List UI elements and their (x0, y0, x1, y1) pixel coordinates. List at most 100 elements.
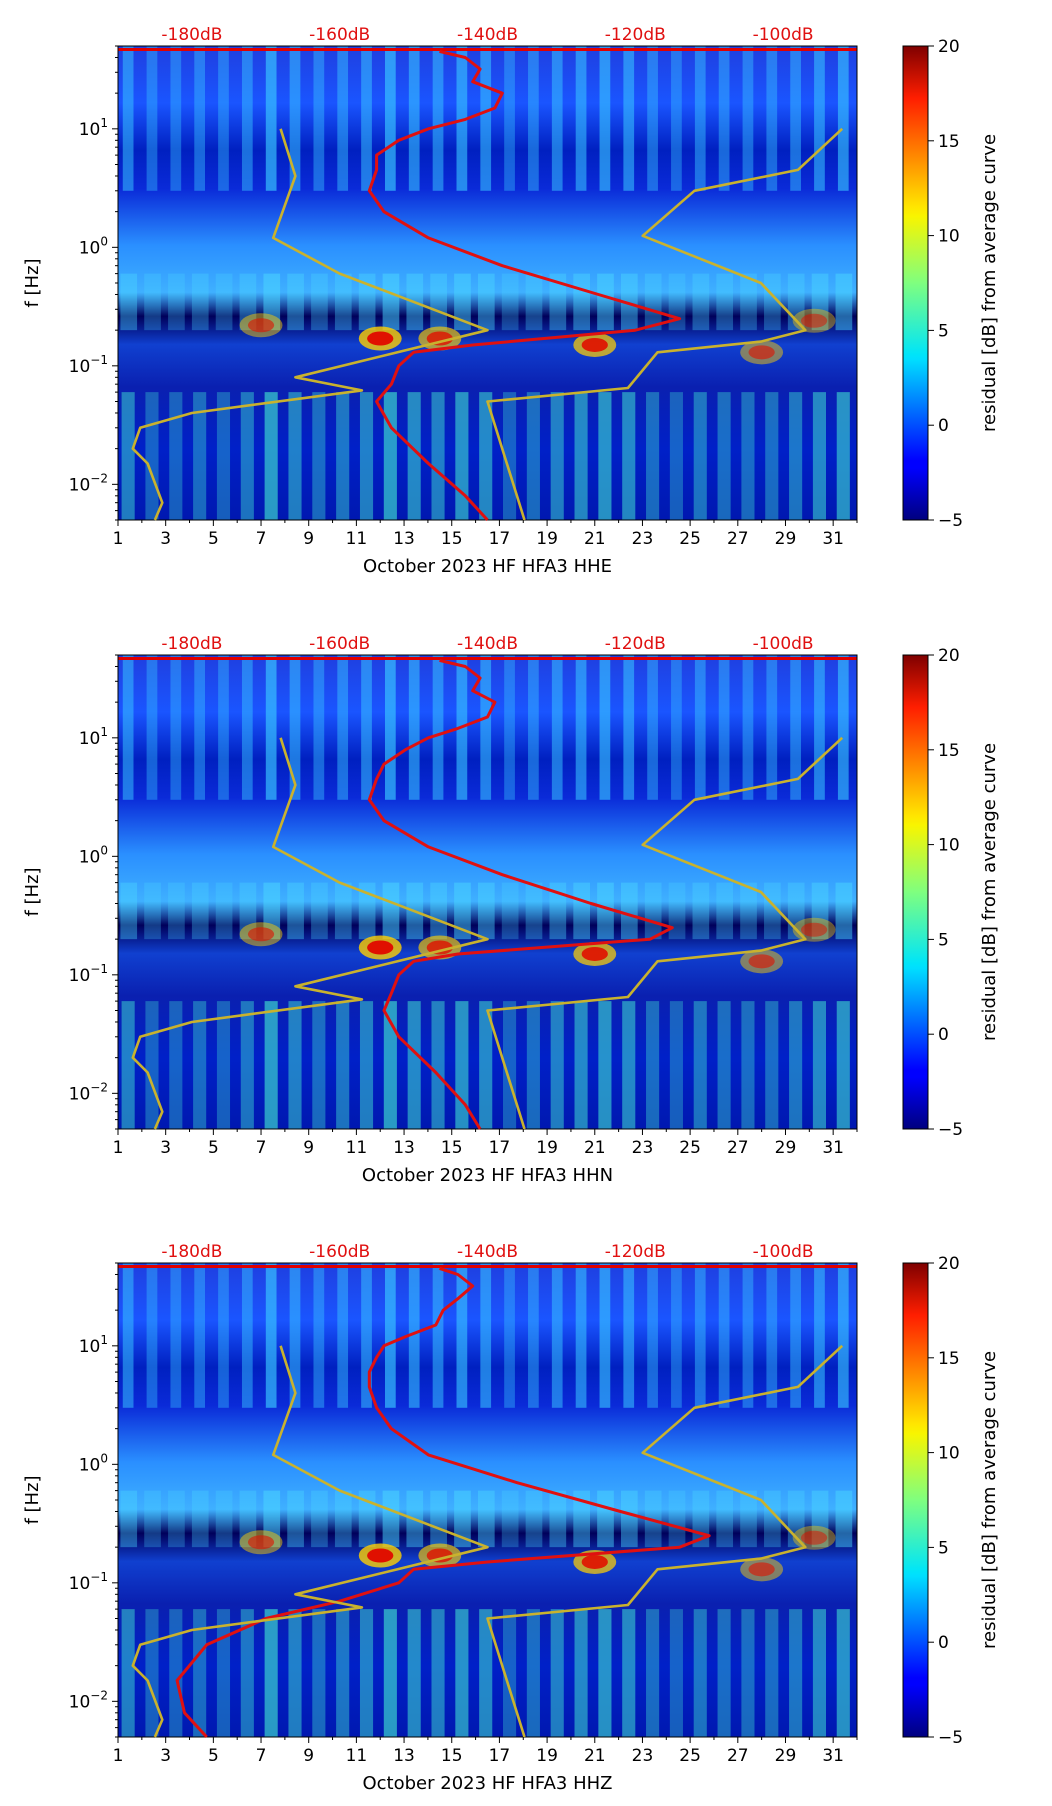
day-stripe-low (741, 1609, 755, 1737)
day-stripe-low (288, 1609, 302, 1737)
day-stripe-mid (144, 882, 161, 940)
noise-model-high-curve (486, 127, 844, 521)
day-stripe-low (431, 392, 445, 520)
day-stripe-low (669, 1609, 683, 1737)
x-tick-label: 21 (584, 529, 606, 549)
y-tick-label: 101 (79, 725, 108, 749)
day-stripe-mid (239, 882, 257, 940)
y-tick-label: 100 (79, 1451, 108, 1475)
day-stripe-mid (764, 882, 781, 940)
day-stripe-high (170, 1263, 182, 1408)
day-stripe-mid (740, 1490, 757, 1548)
day-stripe-low (193, 1001, 207, 1129)
microseism-core (748, 954, 775, 969)
day-stripe-mid (168, 882, 185, 940)
day-stripe-low (765, 1001, 779, 1129)
day-stripe-mid (144, 1490, 161, 1548)
day-stripe-mid (287, 882, 304, 940)
day-stripe-mid (191, 882, 209, 940)
day-stripe-low (407, 392, 421, 520)
day-stripe-mid (501, 1490, 519, 1548)
microseism-core (247, 1535, 275, 1550)
x-tick-label: 27 (727, 1746, 749, 1766)
x-tick-label: 19 (536, 1746, 558, 1766)
x-tick-label: 5 (208, 1746, 219, 1766)
day-stripe-high (694, 1263, 706, 1408)
day-stripe-mid (239, 1490, 257, 1548)
db-tick-label: -140dB (457, 25, 518, 45)
day-stripe-high (623, 1263, 635, 1408)
microseism-core (800, 922, 828, 937)
day-stripe-mid (549, 1490, 567, 1548)
day-stripe-low (121, 1609, 135, 1737)
day-stripe-mid (287, 1490, 304, 1548)
day-stripe-high (146, 46, 158, 191)
day-stripe-mid (454, 273, 471, 331)
x-tick-label: 17 (489, 529, 511, 549)
day-stripe-high (313, 46, 325, 191)
microseism-core (800, 313, 828, 328)
x-tick-label: 29 (775, 1746, 797, 1766)
colorbar-tick-label: 5 (938, 1538, 949, 1558)
db-tick-label: -120dB (605, 1242, 666, 1262)
day-stripe-high (194, 1263, 206, 1408)
day-stripe-high (599, 655, 611, 800)
day-stripe-mid (430, 1490, 447, 1548)
x-tick-label: 1 (113, 1138, 124, 1158)
x-tick-label: 27 (727, 1138, 749, 1158)
day-stripe-mid (144, 273, 161, 331)
microseism-core (367, 940, 394, 955)
day-stripe-low (455, 1609, 469, 1737)
x-tick-label: 13 (393, 1746, 415, 1766)
day-stripe-mid (644, 882, 662, 940)
day-stripe-low (216, 1001, 231, 1129)
day-stripe-high (218, 1263, 229, 1408)
day-stripe-low (574, 1001, 588, 1129)
day-stripe-high (313, 655, 325, 800)
day-stripe-mid (215, 882, 233, 940)
day-stripe-low (598, 392, 612, 520)
day-stripe-low (693, 1609, 707, 1737)
day-stripe-low (502, 1609, 517, 1737)
colorbar-tick-label: 20 (938, 646, 960, 666)
day-stripe-low (359, 392, 374, 520)
day-stripe-low (216, 392, 231, 520)
day-stripe-low (479, 1001, 493, 1129)
day-stripe-low (646, 1609, 660, 1737)
day-stripe-high (837, 1263, 849, 1408)
day-stripe-high (194, 655, 206, 800)
colorbar-tick-label: 15 (938, 132, 960, 152)
day-stripe-low (717, 1609, 731, 1737)
colorbar-tick-label: 5 (938, 321, 949, 341)
day-stripe-high (623, 46, 635, 191)
day-stripe-low (359, 1609, 374, 1737)
db-tick-label: -100dB (753, 634, 814, 654)
day-stripe-high (528, 1263, 539, 1408)
day-stripe-mid (311, 882, 328, 940)
noise-model-low-curve (131, 1345, 489, 1738)
x-axis-label: October 2023 HF HFA3 HHN (362, 1165, 613, 1186)
day-stripe-high (241, 655, 253, 800)
day-stripe-low (193, 392, 207, 520)
noise-model-low-curve (131, 737, 489, 1130)
x-axis-label: October 2023 HF HFA3 HHE (363, 556, 612, 577)
day-stripe-low (169, 1609, 183, 1737)
day-stripe-low (264, 392, 278, 520)
day-stripe-mid (597, 1490, 614, 1548)
x-tick-label: 1 (113, 1746, 124, 1766)
x-tick-label: 29 (775, 529, 797, 549)
day-stripe-low (526, 392, 540, 520)
noise-model-high-curve (486, 1344, 844, 1738)
colorbar-tick-label: 20 (938, 1254, 960, 1274)
day-stripe-high (289, 655, 301, 800)
x-tick-label: 31 (822, 1138, 844, 1158)
x-tick-label: 25 (679, 529, 701, 549)
day-stripe-low (383, 392, 397, 520)
day-stripe-low (812, 1001, 827, 1129)
day-stripe-low (574, 1609, 588, 1737)
day-stripe-high (647, 655, 658, 800)
day-stripe-high (742, 46, 754, 191)
day-stripe-high (814, 1263, 825, 1408)
x-tick-label: 15 (441, 1746, 463, 1766)
day-stripe-low (836, 392, 850, 520)
